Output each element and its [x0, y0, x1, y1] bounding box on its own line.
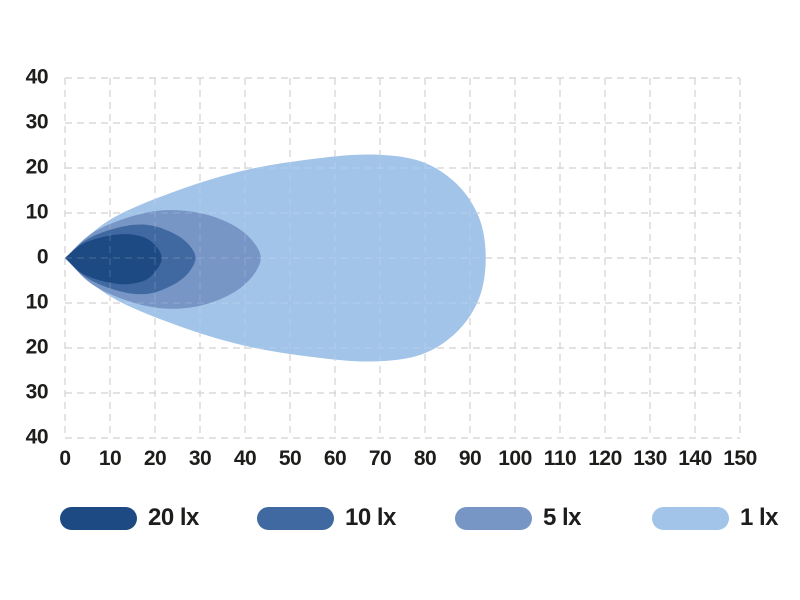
- x-tick-label: 80: [413, 447, 437, 470]
- legend-item-1lx: 1 lx: [652, 504, 779, 531]
- y-tick-label: 30: [25, 110, 49, 134]
- legend-item-10lx: 10 lx: [257, 505, 396, 531]
- legend-label-1lx: 1 lx: [740, 504, 779, 531]
- lobe-1lx: [65, 154, 486, 362]
- x-tick-label: 10: [98, 447, 122, 470]
- legend-label-20lx: 20 lx: [148, 504, 199, 531]
- x-tick-label: 150: [723, 447, 757, 470]
- y-tick-label: 10: [25, 200, 49, 224]
- legend-swatch-1lx: [652, 506, 729, 530]
- plot-svg: [64, 77, 741, 439]
- y-tick-label: 10: [25, 290, 49, 314]
- legend-item-5lx: 5 lx: [455, 504, 582, 531]
- y-tick-label: 20: [25, 155, 49, 179]
- legend-swatch-20lx: [60, 506, 137, 530]
- x-tick-label: 70: [368, 447, 392, 470]
- x-tick-label: 20: [143, 447, 167, 470]
- x-tick-label: 50: [278, 447, 302, 470]
- gridlines-over: [64, 77, 741, 439]
- legend-label-5lx: 5 lx: [543, 504, 582, 531]
- x-tick-label: 120: [588, 447, 622, 470]
- y-tick-label: 20: [25, 335, 49, 359]
- legend-swatch-5lx: [455, 506, 532, 530]
- x-tick-label: 110: [543, 447, 577, 470]
- x-tick-label: 40: [233, 447, 257, 470]
- legend-label-10lx: 10 lx: [345, 504, 396, 531]
- x-tick-label: 90: [458, 447, 482, 470]
- lobe-20lx: [65, 234, 162, 285]
- y-tick-label: 40: [25, 425, 49, 449]
- x-tick-label: 100: [498, 447, 532, 470]
- x-tick-label: 30: [188, 447, 212, 470]
- y-tick-label: 30: [25, 380, 49, 404]
- legend-item-20lx: 20 lx: [60, 505, 199, 531]
- y-tick-label: 40: [25, 65, 49, 89]
- y-tick-label: 0: [36, 245, 49, 269]
- x-tick-label: 0: [59, 447, 71, 470]
- x-tick-label: 60: [323, 447, 347, 470]
- x-tick-label: 140: [678, 447, 712, 470]
- isolux-lobes: [65, 154, 486, 362]
- legend-swatch-10lx: [257, 506, 334, 530]
- x-tick-label: 130: [633, 447, 667, 470]
